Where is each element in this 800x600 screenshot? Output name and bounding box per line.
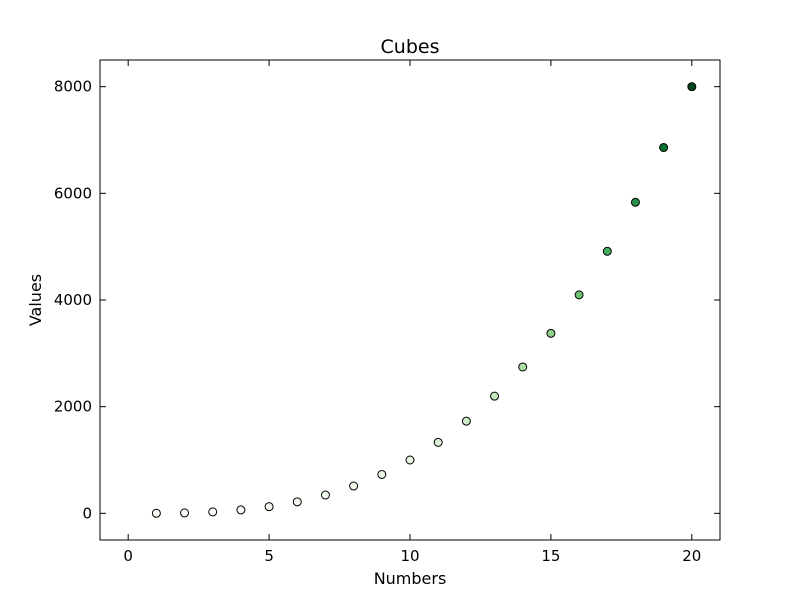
x-axis-label: Numbers bbox=[374, 569, 447, 588]
data-point bbox=[659, 143, 669, 153]
data-point bbox=[461, 416, 471, 426]
data-point bbox=[433, 437, 443, 447]
y-axis-label: Values bbox=[26, 274, 45, 326]
x-tick-label: 10 bbox=[400, 547, 419, 565]
data-point bbox=[546, 328, 556, 338]
y-axis-ticks: 0 2000 4000 6000 8000 bbox=[54, 78, 720, 522]
y-tick-label: 8000 bbox=[54, 78, 92, 96]
data-point bbox=[518, 362, 528, 372]
data-point bbox=[180, 508, 190, 518]
data-point bbox=[264, 502, 274, 512]
data-point bbox=[490, 391, 500, 401]
data-point bbox=[208, 507, 218, 517]
x-tick-label: 5 bbox=[264, 547, 274, 565]
y-tick-label: 0 bbox=[82, 504, 92, 522]
data-point bbox=[349, 481, 359, 491]
x-tick-label: 15 bbox=[541, 547, 560, 565]
data-point bbox=[405, 455, 415, 465]
chart-title: Cubes bbox=[381, 36, 440, 58]
x-tick-label: 0 bbox=[123, 547, 133, 565]
data-point bbox=[377, 469, 387, 479]
data-point bbox=[151, 508, 161, 518]
x-tick-label: 20 bbox=[682, 547, 701, 565]
y-tick-label: 4000 bbox=[54, 291, 92, 309]
data-point bbox=[602, 246, 612, 256]
y-tick-label: 6000 bbox=[54, 184, 92, 202]
x-axis-ticks: 0 5 10 15 20 bbox=[123, 60, 701, 565]
data-point bbox=[574, 290, 584, 300]
data-point bbox=[687, 82, 697, 92]
scatter-points bbox=[151, 82, 697, 518]
y-tick-label: 2000 bbox=[54, 398, 92, 416]
data-point bbox=[630, 197, 640, 207]
data-point bbox=[320, 490, 330, 500]
data-point bbox=[236, 505, 246, 515]
plot-area-frame bbox=[99, 59, 721, 541]
data-point bbox=[292, 497, 302, 507]
